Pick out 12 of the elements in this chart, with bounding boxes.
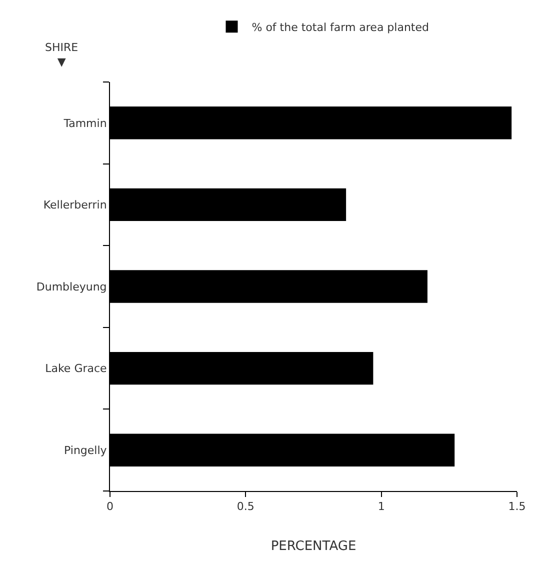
y-tick-label: Tammin <box>62 116 107 130</box>
x-tick-label: 1.5 <box>508 500 526 514</box>
x-axis-title: PERCENTAGE <box>270 538 356 554</box>
y-tick-label: Kellerberrin <box>43 198 107 212</box>
y-tick-label: Dumbleyung <box>36 280 107 294</box>
y-axis-title: SHIRE ▼ <box>45 41 78 68</box>
y-tick-label: Pingelly <box>64 444 108 457</box>
x-tick-label: 1 <box>378 500 385 514</box>
legend-label: % of the total farm area planted <box>252 20 429 34</box>
x-tick-label: 0.5 <box>236 500 254 514</box>
x-tick-label: 0 <box>106 500 114 514</box>
y-tick-label: Lake Grace <box>45 362 108 376</box>
